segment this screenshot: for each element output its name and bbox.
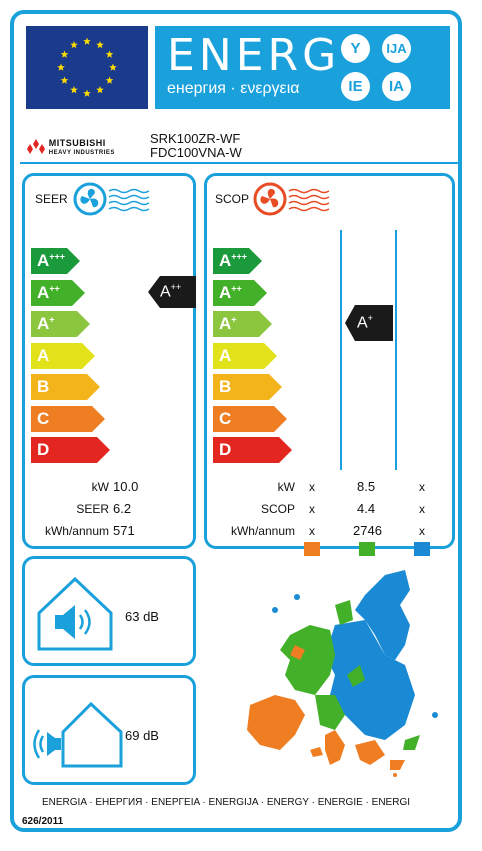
indoor-noise-panel: 63 dB (22, 556, 196, 666)
header-divider (20, 162, 460, 164)
scop-rating-tag: A+ (345, 305, 393, 341)
energy-band: ENERG енергия · ενεργεια Y IJA IE IA (155, 26, 450, 109)
eu-star (96, 86, 104, 94)
seer-label: SEER (35, 192, 68, 206)
model-indoor: SRK100ZR-WF (150, 131, 241, 146)
eu-flag (26, 26, 148, 109)
scop-scop-col2: 4.4 (357, 501, 376, 516)
brand-name-line1: MITSUBISHI (48, 138, 106, 148)
model-names: SRK100ZR-WF FDC100VNA-W (150, 132, 242, 160)
eu-star (83, 37, 91, 45)
heating-fan-icon (253, 182, 333, 221)
label-frame (10, 10, 462, 832)
zone-swatch-colder (414, 542, 430, 556)
scop-kw-col2: 8.5 (357, 479, 376, 494)
seer-kw-value: 10.0 (113, 479, 139, 494)
scop-kw-col3: x (419, 480, 425, 494)
lang-code-y: Y (341, 34, 370, 63)
outdoor-speaker-icon (33, 694, 123, 775)
scop-panel: SCOP A+++ A++ A+ A B C D A+ kW x 8.5 x SCOP x … (204, 173, 455, 549)
outdoor-noise-panel: 69 dB (22, 675, 196, 785)
europe-climate-map (235, 565, 455, 790)
eu-star (105, 50, 114, 58)
energy-title: ENERG (167, 30, 341, 81)
eu-star (105, 76, 114, 84)
eu-star (60, 76, 69, 84)
scop-kwh-label: kWh/annum (230, 524, 295, 538)
scop-rating-sup: + (367, 313, 373, 323)
eu-star (109, 63, 117, 71)
footer-regulation: 626/2011 (22, 816, 64, 827)
seer-kwh-label: kWh/annum (44, 524, 109, 538)
scop-scop-col1: x (309, 502, 315, 516)
seer-seer-label: SEER (76, 502, 109, 516)
eu-star (96, 40, 104, 49)
scop-scop-label: SCOP (260, 502, 295, 516)
eu-stars-icon (57, 37, 117, 97)
seer-rating-sup: ++ (170, 282, 182, 292)
lang-code-ie: IE (341, 72, 370, 101)
scop-label: SCOP (215, 192, 250, 206)
scop-column-divider-1 (340, 230, 342, 470)
seer-rating-tag: A++ (148, 276, 196, 308)
scop-kwh-col3: x (419, 524, 425, 538)
scop-kwh-col1: x (309, 524, 315, 538)
eu-star (83, 89, 91, 97)
zone-swatch-warmer (304, 542, 320, 556)
indoor-speaker-icon (37, 575, 113, 656)
eu-star (70, 40, 78, 49)
seer-rating-base: A (160, 283, 171, 301)
indoor-noise-value: 63 dB (125, 609, 159, 624)
cooling-fan-icon (73, 182, 153, 221)
scop-kw-col1: x (309, 480, 315, 494)
eu-star (60, 50, 69, 58)
scop-kw-label: kW (277, 480, 295, 494)
energy-subtitle: енергия · ενεργεια (167, 80, 300, 97)
scop-rating-base: A (357, 314, 368, 332)
model-outdoor: FDC100VNA-W (150, 145, 242, 160)
outdoor-noise-value: 69 dB (125, 728, 159, 743)
seer-kwh-value: 571 (113, 523, 135, 538)
mitsubishi-diamonds-icon (26, 139, 46, 157)
seer-kw-label: kW (91, 480, 109, 494)
seer-seer-value: 6.2 (113, 501, 132, 516)
seer-panel: SEER A+++ A++ A+ A B C D A++ kW 10.0 SEER 6.2 … (22, 173, 196, 549)
lang-code-ia: IA (382, 72, 411, 101)
scop-scop-col3: x (419, 502, 425, 516)
scop-kwh-col2: 2746 (353, 523, 382, 538)
eu-star (57, 63, 65, 71)
eu-star (70, 86, 78, 94)
footer-languages: ENERGIA · ЕНЕРГИЯ · ΕΝΕΡΓΕΙΑ · ENERGIJA … (42, 797, 410, 808)
brand-logo: MITSUBISHI HEAVY INDUSTRIES (26, 139, 115, 157)
brand-name-line2: HEAVY INDUSTRIES (48, 150, 115, 156)
lang-code-ija: IJA (382, 34, 411, 63)
zone-swatch-average (359, 542, 375, 556)
scop-column-divider-2 (395, 230, 397, 470)
